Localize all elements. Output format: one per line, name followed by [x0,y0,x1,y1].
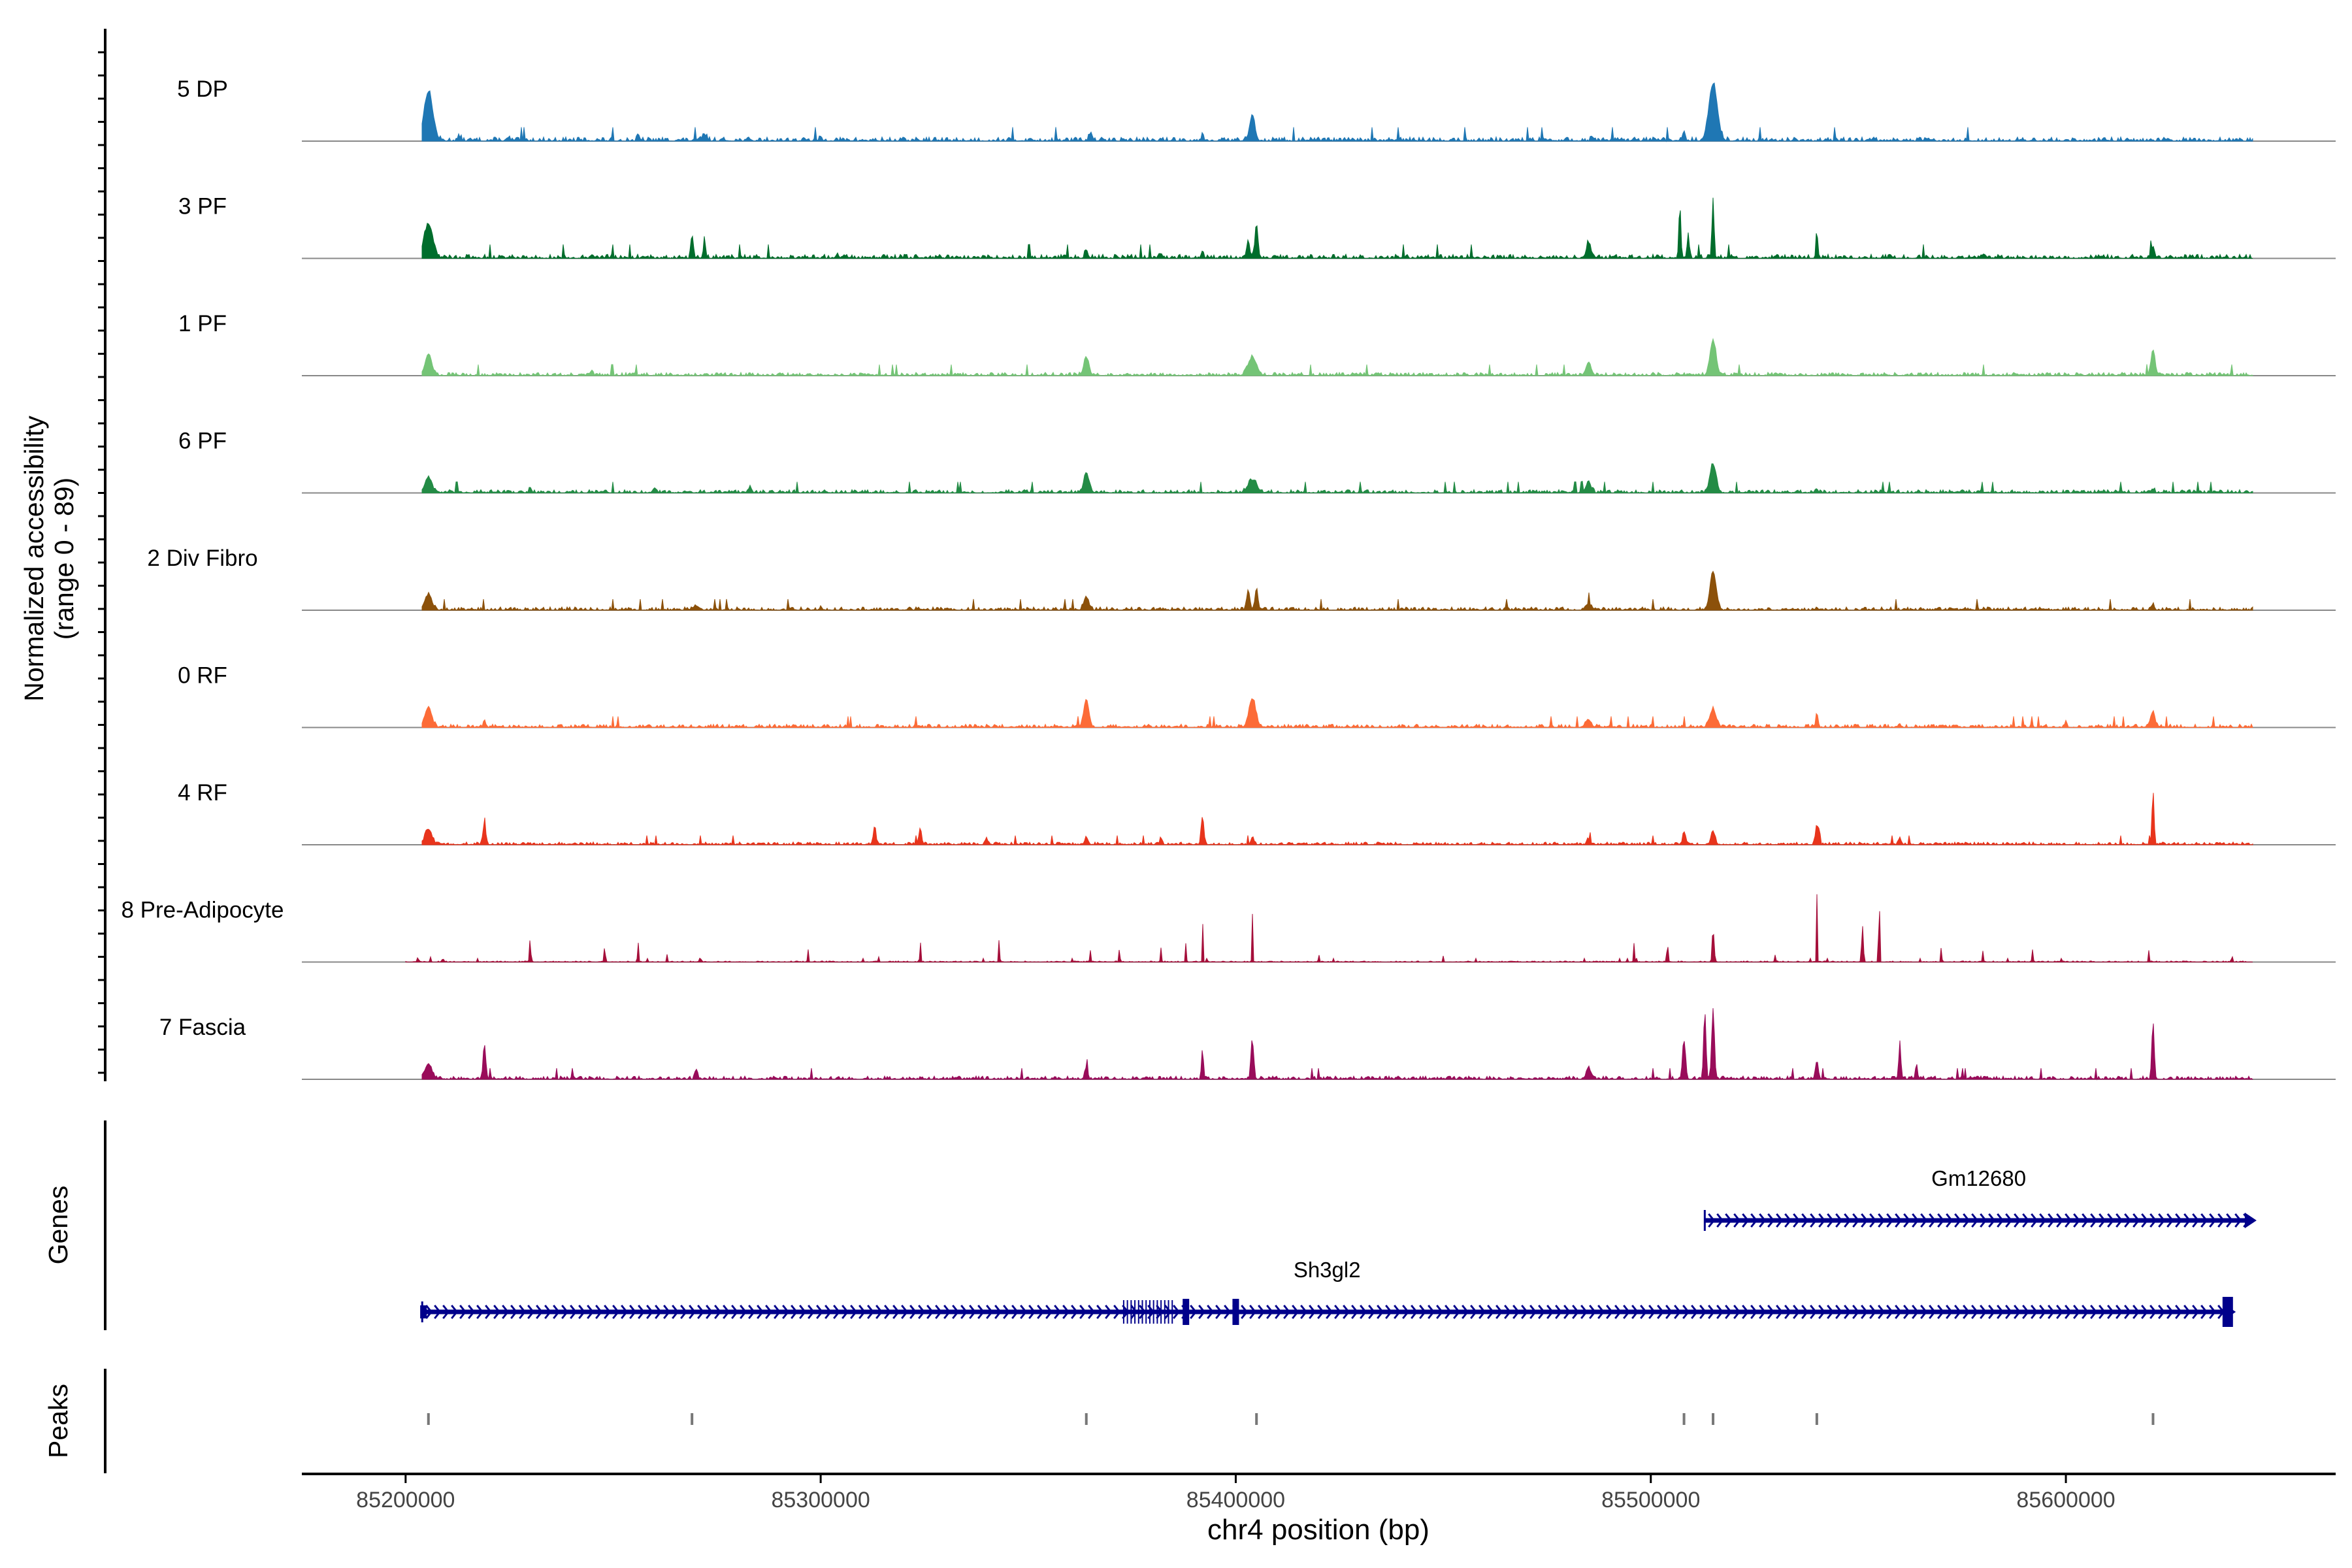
gene-sh3gl2: Sh3gl2 [420,1258,2236,1327]
gene-label-gm12680: Gm12680 [1931,1166,2026,1190]
genes-panel-label: Genes [43,1186,73,1265]
track-label-2-div-fibro: 2 Div Fibro [147,546,257,571]
exon-sh3gl2 [2222,1297,2233,1327]
coverage-area-7-fascia [421,1008,2253,1081]
coverage-y-ticks [98,51,105,1074]
track-label-7-fascia: 7 Fascia [159,1015,246,1040]
exon-sh3gl2 [420,1305,427,1318]
peak-mark [427,1413,430,1425]
gene-arrowhead-gm12680 [2244,1213,2257,1228]
track-4-rf: 4 RF [178,780,2336,846]
genes-panel: Genes Gm12680 Sh3gl2 [43,1120,2257,1330]
strand-arrows-sh3gl2 [425,1305,2225,1319]
gene-label-sh3gl2: Sh3gl2 [1294,1258,1361,1282]
x-tick-label: 85600000 [2016,1488,2115,1512]
exon-sh3gl2 [1183,1299,1190,1325]
x-tick-label: 85400000 [1186,1488,1285,1512]
coverage-panel: 5 DP 3 PF 1 PF 6 PF 2 Div Fibro 0 RF 4 RF 8 Pre… [19,29,2336,1081]
peaks-panel: Peaks [43,1369,2155,1473]
peak-mark [1815,1413,1818,1425]
x-axis-ticks: 85200000 85300000 85400000 85500000 85600000 [356,1474,2115,1512]
x-tick-label: 85500000 [1601,1488,1700,1512]
track-6-pf: 6 PF [178,429,2336,494]
track-8-pre-adipocyte: 8 Pre-Adipocyte [121,894,2336,963]
track-2-div-fibro: 2 Div Fibro [147,546,2336,612]
coverage-tracks: 5 DP 3 PF 1 PF 6 PF 2 Div Fibro 0 RF 4 RF 8 Pre… [121,76,2336,1081]
coverage-area-0-rf [421,698,2253,729]
track-5-dp: 5 DP [177,76,2336,142]
coverage-area-1-pf [421,337,2253,377]
track-7-fascia: 7 Fascia [159,1008,2336,1081]
peaks-panel-label: Peaks [43,1384,73,1458]
x-axis-label: chr4 position (bp) [1207,1514,1429,1546]
x-tick-label: 85300000 [771,1488,870,1512]
peak-mark [1682,1413,1686,1425]
x-axis: 85200000 85300000 85400000 85500000 85600000… [302,1473,2336,1546]
coverage-area-2-div-fibro [421,570,2253,612]
coverage-area-6-pf [421,463,2253,494]
exon-sh3gl2 [1232,1299,1239,1325]
track-1-pf: 1 PF [178,311,2336,377]
coverage-area-5-dp [421,82,2253,142]
coverage-area-8-pre-adipocyte [405,894,2253,963]
track-label-0-rf: 0 RF [178,663,227,689]
track-label-4-rf: 4 RF [178,780,227,806]
track-label-8-pre-adipocyte: 8 Pre-Adipocyte [121,898,284,923]
gene-gm12680: Gm12680 [1703,1166,2257,1231]
peak-marks [427,1413,2155,1425]
coverage-area-3-pf [421,197,2253,260]
strand-arrows-gm12680 [1708,1213,2251,1228]
peak-mark [691,1413,694,1425]
track-label-1-pf: 1 PF [178,311,227,336]
coverage-area-4-rf [421,792,2253,846]
track-0-rf: 0 RF [178,663,2336,729]
track-3-pf: 3 PF [178,194,2336,260]
x-tick-label: 85200000 [356,1488,455,1512]
coverage-y-label: Normalized accessibility [19,416,49,702]
peak-mark [1712,1413,1715,1425]
peak-mark [1085,1413,1088,1425]
coverage-y-range-label: (range 0 - 89) [49,478,79,640]
gene-models: Gm12680 Sh3gl2 [420,1166,2257,1327]
track-label-6-pf: 6 PF [178,429,227,454]
track-label-5-dp: 5 DP [177,76,228,102]
peak-mark [2151,1413,2155,1425]
track-label-3-pf: 3 PF [178,194,227,220]
peak-mark [1255,1413,1258,1425]
